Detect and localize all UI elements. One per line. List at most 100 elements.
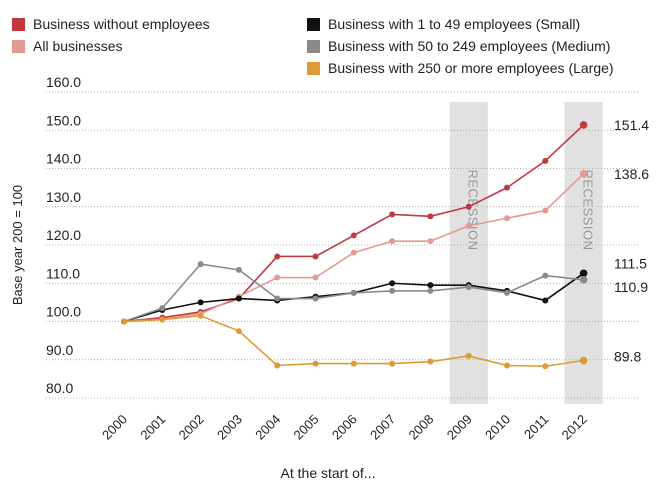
y-tick-label: 150.0 — [46, 112, 81, 128]
data-point — [427, 287, 434, 294]
data-point — [427, 213, 434, 220]
data-point — [389, 360, 396, 367]
data-point — [542, 272, 549, 279]
legend-swatch — [12, 39, 25, 53]
data-point — [427, 238, 434, 245]
y-tick-label: 140.0 — [46, 151, 81, 167]
x-tick-label: 2008 — [405, 412, 436, 443]
data-point — [579, 356, 588, 365]
data-point — [427, 282, 434, 289]
data-point — [274, 362, 281, 369]
data-point — [389, 280, 396, 287]
data-point — [197, 261, 204, 268]
data-point — [465, 203, 472, 210]
data-point — [121, 318, 127, 325]
end-value-label: 138.6 — [614, 166, 649, 182]
data-point — [312, 295, 319, 302]
y-tick-label: 90.0 — [46, 342, 73, 358]
legend-swatch — [307, 39, 320, 53]
data-point — [542, 297, 549, 304]
data-point — [274, 295, 281, 302]
series-line — [123, 314, 584, 368]
x-tick-label: 2007 — [367, 412, 398, 443]
legend-swatch — [307, 61, 320, 75]
x-tick-label: 2006 — [329, 412, 360, 443]
data-point — [465, 222, 472, 229]
legend-item: Business with 1 to 49 employees (Small) — [307, 14, 614, 34]
data-point — [312, 274, 319, 281]
data-point — [389, 238, 396, 245]
x-tick-label: 2009 — [444, 412, 475, 443]
x-tick-label: 2002 — [176, 412, 207, 443]
end-value-label: 110.9 — [614, 279, 648, 295]
data-point — [504, 362, 510, 369]
data-point — [274, 253, 281, 260]
y-tick-label: 120.0 — [46, 227, 81, 243]
data-point — [197, 299, 204, 306]
x-tick-label: 2005 — [291, 412, 322, 443]
legend-label: Business with 250 or more employees (Lar… — [328, 60, 614, 76]
data-point — [389, 211, 396, 218]
x-tick-label: 2003 — [214, 412, 245, 443]
data-point — [159, 305, 166, 312]
data-point — [235, 295, 242, 302]
data-point — [159, 316, 166, 323]
end-value-label: 89.8 — [614, 349, 641, 365]
legend-item: All businesses — [12, 36, 210, 56]
y-tick-label: 80.0 — [46, 380, 73, 396]
legend-swatch — [307, 17, 320, 31]
data-point — [579, 121, 588, 129]
legend-left: Business without employees All businesses — [12, 14, 210, 58]
data-point — [350, 360, 357, 367]
data-point — [542, 363, 549, 370]
x-tick-label: 2001 — [137, 412, 168, 443]
legend-item: Business with 250 or more employees (Lar… — [307, 58, 614, 78]
legend-label: All businesses — [33, 38, 123, 54]
data-point — [389, 287, 396, 294]
legend-item: Business without employees — [12, 14, 210, 34]
data-point — [350, 232, 357, 239]
recession-band — [564, 102, 603, 404]
data-point — [427, 358, 434, 365]
legend-right: Business with 1 to 49 employees (Small) B… — [307, 14, 614, 80]
end-value-label: 151.4 — [614, 117, 649, 133]
legend-label: Business without employees — [33, 16, 210, 32]
data-point — [235, 328, 242, 335]
y-tick-label: 110.0 — [46, 265, 80, 281]
legend-label: Business with 50 to 249 employees (Mediu… — [328, 38, 611, 54]
y-axis-title: Base year 200 = 100 — [10, 185, 25, 305]
data-point — [504, 289, 510, 296]
data-point — [350, 289, 357, 296]
x-tick-label: 2011 — [521, 412, 551, 442]
x-tick-label: 2012 — [559, 412, 590, 443]
data-point — [274, 274, 281, 281]
data-point — [465, 284, 472, 291]
recession-label: RECESSION — [581, 169, 596, 250]
data-point — [504, 184, 510, 191]
legend-label: Business with 1 to 49 employees (Small) — [328, 16, 581, 32]
legend-item: Business with 50 to 249 employees (Mediu… — [307, 36, 614, 56]
data-point — [579, 276, 588, 284]
data-point — [542, 157, 549, 164]
data-point — [350, 249, 357, 256]
x-tick-label: 2004 — [252, 412, 283, 443]
x-axis-title: At the start of... — [281, 465, 376, 481]
recession-label: RECESSION — [466, 169, 481, 250]
data-point — [504, 215, 510, 222]
data-point — [465, 352, 472, 359]
data-point — [197, 312, 204, 319]
data-point — [312, 253, 319, 260]
y-tick-label: 130.0 — [46, 189, 81, 205]
x-tick-label: 2010 — [482, 412, 513, 443]
data-point — [312, 360, 319, 367]
y-tick-label: 100.0 — [46, 304, 81, 320]
data-point — [579, 269, 588, 278]
legend-swatch — [12, 17, 25, 31]
data-point — [542, 207, 549, 214]
series-line — [123, 173, 585, 323]
y-tick-label: 160.0 — [46, 74, 81, 90]
data-point — [235, 266, 242, 273]
end-value-label: 111.5 — [614, 255, 647, 271]
x-tick-label: 2000 — [99, 412, 130, 443]
